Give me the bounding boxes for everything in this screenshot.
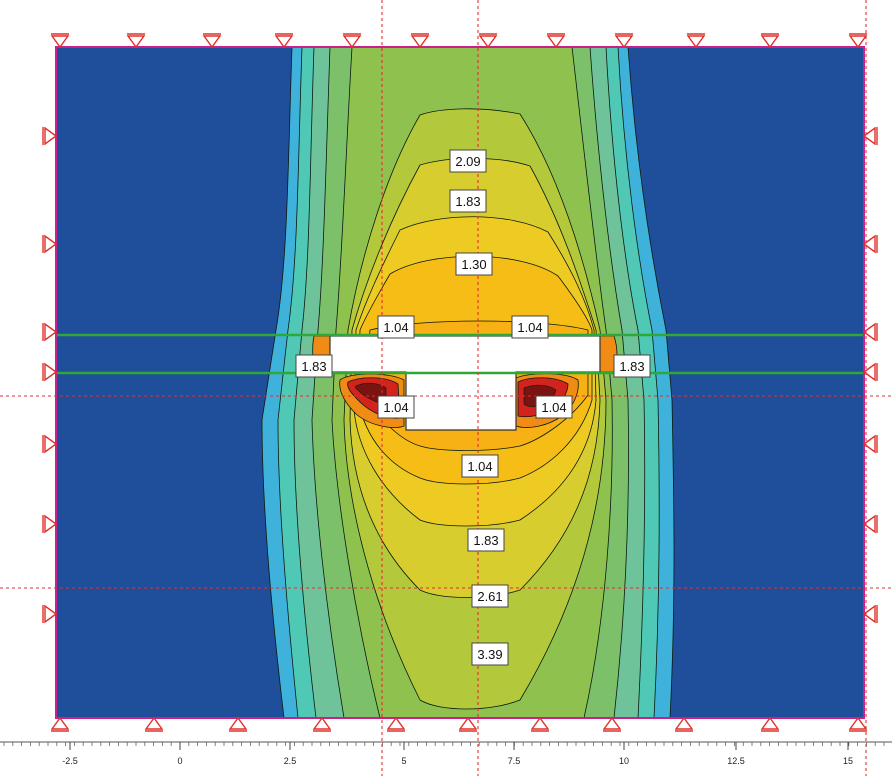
x-tick-label: -2.5 bbox=[62, 756, 78, 766]
top-support-10 bbox=[686, 33, 706, 49]
left-support-3 bbox=[42, 322, 58, 342]
contour-label-box bbox=[461, 454, 499, 478]
contour-label-text: 1.83 bbox=[473, 533, 498, 548]
bottom-support-5 bbox=[386, 716, 406, 732]
contour-label-text: 1.04 bbox=[467, 459, 492, 474]
contour-label: 1.04 bbox=[461, 454, 499, 478]
contour-label: 1.04 bbox=[535, 395, 573, 419]
bottom-support-8 bbox=[602, 716, 622, 732]
contour-label-text: 1.30 bbox=[461, 257, 486, 272]
contour-labels: 2.09 1.83 1.30 1.04 1.04 1.83 1.83 1.04 1.04 1.04… bbox=[295, 149, 651, 666]
top-support-3 bbox=[202, 33, 222, 49]
top-support-12 bbox=[848, 33, 868, 49]
right-support-5 bbox=[862, 434, 878, 454]
contour-label-box bbox=[449, 149, 487, 173]
contour-label-text: 2.09 bbox=[455, 154, 480, 169]
x-tick-label: 10 bbox=[619, 756, 629, 766]
left-support-6 bbox=[42, 514, 58, 534]
x-tick-label: 0 bbox=[177, 756, 182, 766]
contour-label: 3.39 bbox=[471, 642, 509, 666]
contour-label: 1.04 bbox=[511, 315, 549, 339]
contour-label: 1.83 bbox=[449, 189, 487, 213]
x-axis: -2.5 0 2.5 5 7.5 10 12.5 15 bbox=[0, 741, 892, 766]
bottom-support-4 bbox=[312, 716, 332, 732]
x-tick-label: 2.5 bbox=[284, 756, 297, 766]
contour-label: 1.30 bbox=[455, 252, 493, 276]
contour-label: 1.04 bbox=[377, 315, 415, 339]
bottom-support-6 bbox=[458, 716, 478, 732]
domain-boundary bbox=[55, 46, 865, 719]
contour-label-box bbox=[377, 315, 415, 339]
contour-label-box bbox=[471, 642, 509, 666]
bottom-support-2 bbox=[144, 716, 164, 732]
bottom-support-9 bbox=[674, 716, 694, 732]
contour-label-text: 1.04 bbox=[383, 320, 408, 335]
contour-label-box bbox=[455, 252, 493, 276]
contour-label-box bbox=[449, 189, 487, 213]
contour-label-text: 1.04 bbox=[383, 400, 408, 415]
top-support-2 bbox=[126, 33, 146, 49]
top-support-4 bbox=[274, 33, 294, 49]
right-support-3 bbox=[862, 322, 878, 342]
contour-label: 1.04 bbox=[377, 395, 415, 419]
contour-label-text: 1.83 bbox=[619, 359, 644, 374]
contour-label-box bbox=[377, 395, 415, 419]
contour-label: 1.83 bbox=[295, 354, 333, 378]
right-support-4 bbox=[862, 362, 878, 382]
bottom-support-7 bbox=[530, 716, 550, 732]
left-support-7 bbox=[42, 604, 58, 624]
top-support-6 bbox=[410, 33, 430, 49]
contour-label-text: 1.83 bbox=[301, 359, 326, 374]
right-support-2 bbox=[862, 234, 878, 254]
contour-label-box bbox=[467, 528, 505, 552]
bottom-support-10 bbox=[760, 716, 780, 732]
contour-label: 1.83 bbox=[613, 354, 651, 378]
top-support-7 bbox=[478, 33, 498, 49]
right-support-1 bbox=[862, 126, 878, 146]
contour-label: 1.83 bbox=[467, 528, 505, 552]
left-support-1 bbox=[42, 126, 58, 146]
support-symbols bbox=[42, 33, 878, 732]
contour-label-text: 3.39 bbox=[477, 647, 502, 662]
x-tick-label: 15 bbox=[843, 756, 853, 766]
contour-label-box bbox=[295, 354, 333, 378]
contour-label-text: 2.61 bbox=[477, 589, 502, 604]
top-support-8 bbox=[546, 33, 566, 49]
contour-label-box bbox=[471, 584, 509, 608]
contour-label-text: 1.04 bbox=[541, 400, 566, 415]
contour-label-text: 1.04 bbox=[517, 320, 542, 335]
right-support-7 bbox=[862, 604, 878, 624]
contour-label-text: 1.83 bbox=[455, 194, 480, 209]
contour-label-box bbox=[613, 354, 651, 378]
contour-label: 2.09 bbox=[449, 149, 487, 173]
left-support-5 bbox=[42, 434, 58, 454]
contour-label: 2.61 bbox=[471, 584, 509, 608]
top-support-1 bbox=[50, 33, 70, 49]
x-tick-label: 5 bbox=[401, 756, 406, 766]
top-support-9 bbox=[614, 33, 634, 49]
bottom-support-11 bbox=[848, 716, 868, 732]
contour-label-box bbox=[535, 395, 573, 419]
bottom-support-1 bbox=[50, 716, 70, 732]
contour-label-box bbox=[511, 315, 549, 339]
right-support-6 bbox=[862, 514, 878, 534]
bottom-support-3 bbox=[228, 716, 248, 732]
x-tick-label: 12.5 bbox=[727, 756, 745, 766]
left-support-4 bbox=[42, 362, 58, 382]
x-tick-label: 7.5 bbox=[508, 756, 521, 766]
left-support-2 bbox=[42, 234, 58, 254]
top-support-11 bbox=[760, 33, 780, 49]
top-support-5 bbox=[342, 33, 362, 49]
